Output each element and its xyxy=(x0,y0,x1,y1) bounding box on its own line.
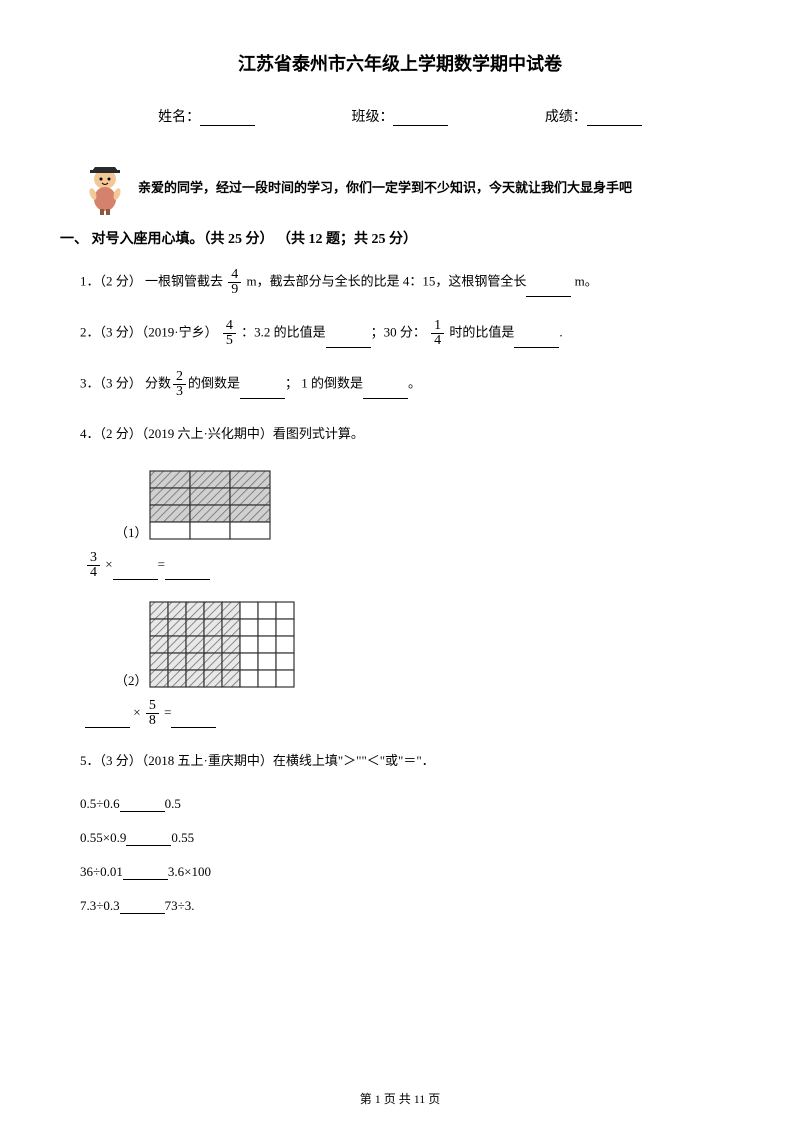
grid-diagram-1 xyxy=(148,469,273,541)
question-2: 2．（3 分）（2019·宁乡） 45 ：3.2 的比值是；30 分： 14 时… xyxy=(80,319,720,348)
compare-2: 0.55×0.90.55 xyxy=(80,830,720,846)
page-title: 江苏省泰州市六年级上学期数学期中试卷 xyxy=(80,50,720,76)
compare-1: 0.5÷0.60.5 xyxy=(80,796,720,812)
equation-2: × 58 = xyxy=(85,699,720,728)
question-4: 4．（2 分）（2019 六上·兴化期中）看图列式计算。 xyxy=(80,421,720,447)
compare-3: 36÷0.013.6×100 xyxy=(80,864,720,880)
greeting-row: 亲爱的同学，经过一段时间的学习，你们一定学到不少知识，今天就让我们大显身手吧 xyxy=(80,161,720,216)
diagram-2: （2） xyxy=(110,600,720,689)
equation-1: 34 ×= xyxy=(85,551,720,580)
student-info-row: 姓名： 班级： 成绩： xyxy=(80,106,720,126)
mascot-icon xyxy=(80,161,130,216)
greeting-text: 亲爱的同学，经过一段时间的学习，你们一定学到不少知识，今天就让我们大显身手吧 xyxy=(138,178,720,199)
class-field: 班级： xyxy=(351,106,448,126)
compare-4: 7.3÷0.373÷3. xyxy=(80,898,720,914)
score-field: 成绩： xyxy=(545,106,642,126)
question-5: 5．（3 分）（2018 五上·重庆期中）在横线上填"＞""＜"或"＝"． xyxy=(80,748,720,774)
grid-diagram-2 xyxy=(148,600,296,689)
page-footer: 第 1 页 共 11 页 xyxy=(0,1090,800,1107)
diagram-1: （1） xyxy=(110,469,720,541)
section-1-header: 一、 对号入座用心填。（共 25 分） （共 12 题；共 25 分） xyxy=(60,228,720,248)
question-3: 3．（3 分） 分数23的倒数是； 1 的倒数是。 xyxy=(80,370,720,399)
sub-1-label: （1） xyxy=(115,522,148,541)
name-field: 姓名： xyxy=(158,106,255,126)
question-1: 1．（2 分） 一根钢管截去 49 m，截去部分与全长的比是 4：15，这根钢管… xyxy=(80,268,720,297)
sub-2-label: （2） xyxy=(115,670,148,689)
